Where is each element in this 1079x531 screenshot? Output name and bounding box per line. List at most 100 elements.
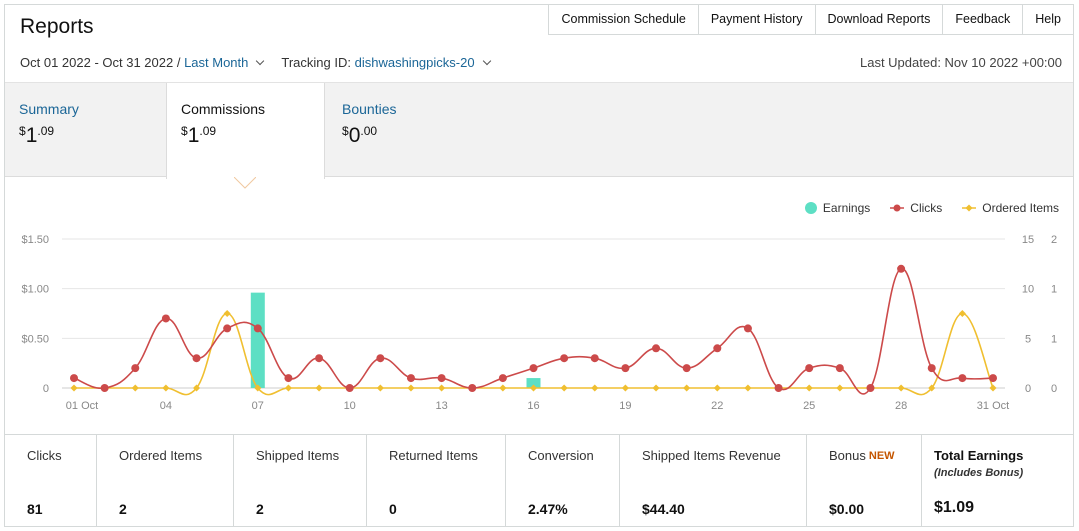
clicks-point [835, 364, 844, 373]
stat-ordered-items: Ordered Items 2 [97, 435, 234, 526]
clicks-point [100, 384, 109, 392]
ordered-items-point [376, 384, 384, 392]
x-tick: 10 [344, 400, 356, 412]
ordered-items-point [223, 309, 231, 318]
clicks-point [713, 344, 722, 353]
stat-value: 0 [389, 501, 397, 517]
stat-label: Shipped Items [256, 448, 340, 463]
stat-label: Ordered Items [119, 448, 203, 463]
stat-label: Clicks [27, 448, 62, 463]
x-tick: 04 [160, 400, 172, 412]
feedback-button[interactable]: Feedback [943, 4, 1024, 35]
ordered-items-point [805, 384, 813, 392]
tracking-id-label: Tracking ID: [281, 55, 351, 70]
clicks-point [866, 384, 875, 392]
clicks-point [253, 324, 262, 333]
stat-value: 2 [256, 501, 264, 517]
clicks-point [131, 364, 140, 373]
earnings-chart: $1.50 15 2$1.00 10 1$0.50 5 10 0 001 Oct 04 07 10 13… [21, 234, 1057, 412]
tracking-id-dropdown[interactable]: dishwashingpicks-20 [354, 55, 475, 70]
y-tick-right2: 0 [1051, 383, 1057, 395]
clicks-point [621, 364, 630, 373]
chevron-down-icon[interactable] [256, 56, 265, 66]
period-dropdown[interactable]: Last Month [184, 55, 249, 70]
clicks-point [192, 354, 201, 363]
download-reports-button[interactable]: Download Reports [815, 4, 944, 35]
stat-label: Bonus NEW [829, 448, 895, 463]
help-button[interactable]: Help [1023, 4, 1074, 35]
clicks-point [897, 264, 906, 273]
ordered-items-point [621, 384, 629, 392]
ordered-items-point [315, 384, 323, 392]
stat-returned-items: Returned Items 0 [367, 435, 506, 526]
stat-value: $0.00 [829, 501, 865, 517]
ordered-items-point [407, 384, 415, 392]
ordered-items-point [591, 384, 599, 392]
ordered-items-point [131, 384, 139, 392]
stat-total-earnings: Total Earnings (Includes Bonus) $1.09 [922, 435, 1073, 526]
clicks-point [958, 374, 967, 383]
tab-amount: $1.09 [19, 124, 55, 147]
ordered-items-point [897, 384, 905, 392]
stat-label: Shipped Items Revenue [642, 448, 781, 463]
y-tick-left: $1.50 [21, 234, 49, 246]
clicks-swatch-icon [890, 204, 905, 212]
ordered-items-swatch-icon [962, 204, 977, 212]
chart-legend: Earnings Clicks Ordered Items [785, 201, 1059, 215]
tab-commissions[interactable]: Commissions $1.09 [166, 83, 325, 179]
clicks-point [284, 374, 293, 383]
payment-history-button[interactable]: Payment History [698, 4, 816, 35]
stat-sublabel: (Includes Bonus) [934, 467, 1024, 479]
tab-summary[interactable]: Summary $1.09 [5, 83, 166, 178]
active-tab-pointer [234, 177, 256, 189]
clicks-point [682, 364, 691, 373]
clicks-point [805, 364, 814, 373]
chevron-down-icon[interactable] [482, 56, 491, 66]
stat-clicks: Clicks 81 [5, 435, 97, 526]
x-tick: 13 [435, 400, 447, 412]
y-tick-right2: 1 [1051, 284, 1057, 296]
clicks-point [743, 324, 752, 333]
legend-clicks[interactable]: Clicks [890, 201, 942, 215]
earnings-bar [250, 292, 265, 388]
stat-conversion: Conversion 2.47% [506, 435, 620, 526]
y-tick-left: $0.50 [21, 333, 49, 345]
x-tick: 28 [895, 400, 907, 412]
clicks-point [161, 314, 170, 323]
ordered-items-point [744, 384, 752, 392]
y-tick-left: 0 [43, 383, 49, 395]
x-tick: 07 [252, 400, 264, 412]
y-tick-right2: 2 [1051, 234, 1057, 246]
ordered-items-point [928, 384, 936, 392]
stat-shipped-items: Shipped Items 2 [234, 435, 367, 526]
stat-value: $1.09 [934, 499, 975, 516]
clicks-point [529, 364, 538, 373]
ordered-items-point [192, 384, 201, 392]
clicks-point [70, 374, 78, 383]
tab-amount: $0.00 [342, 124, 378, 147]
reports-panel: Reports Commission Schedule Payment Hist… [4, 4, 1074, 527]
clicks-line [73, 268, 994, 395]
tab-amount: $1.09 [181, 124, 217, 147]
clicks-point [223, 324, 232, 333]
x-tick: 22 [711, 400, 723, 412]
clicks-point [468, 384, 477, 392]
clicks-point [590, 354, 599, 363]
stat-value: 81 [27, 501, 43, 517]
legend-ordered-items[interactable]: Ordered Items [962, 201, 1059, 215]
clicks-point [437, 374, 446, 383]
tab-label: Commissions [181, 101, 266, 117]
ordered-items-point [162, 384, 170, 392]
legend-label: Ordered Items [982, 201, 1059, 215]
commission-schedule-button[interactable]: Commission Schedule [548, 4, 699, 35]
report-filters: Oct 01 2022 - Oct 31 2022 / Last Month T… [20, 55, 498, 70]
ordered-items-point [958, 309, 966, 318]
legend-earnings[interactable]: Earnings [804, 201, 870, 215]
clicks-point [989, 374, 997, 383]
ordered-items-point [989, 384, 997, 392]
y-tick-right2: 1 [1051, 333, 1057, 345]
stat-label: Returned Items [389, 448, 478, 463]
stat-bonus: Bonus NEW $0.00 [807, 435, 922, 526]
tab-bounties[interactable]: Bounties $0.00 [328, 83, 488, 178]
y-tick-right1: 15 [1022, 234, 1034, 246]
